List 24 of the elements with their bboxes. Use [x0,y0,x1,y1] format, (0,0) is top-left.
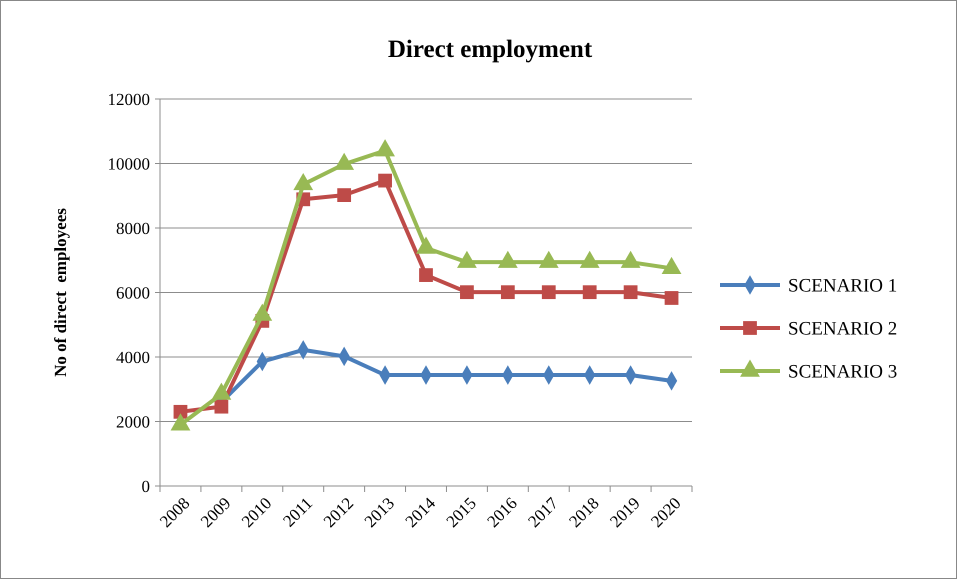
point [375,139,395,156]
chart-title: Direct employment [388,36,593,63]
point [542,285,556,300]
point [214,400,228,414]
y-tick-label: 10000 [108,154,150,174]
point [582,285,597,300]
point [419,268,433,282]
y-tick-label: 0 [142,476,150,496]
point [174,404,188,419]
y-tick-label: 12000 [108,90,150,109]
point [416,236,436,254]
y-tick-label: 4000 [116,348,150,367]
legend-label: SCENARIO 3 [788,362,898,383]
legend-label: SCENARIO 1 [788,276,898,297]
point [664,291,678,305]
y-tick-label: 6000 [116,283,150,302]
point [624,285,638,300]
point [500,285,515,300]
y-axis-title: No of direct employees [51,208,70,377]
point [293,173,314,190]
legend-label: SCENARIO 2 [788,318,898,340]
y-tick-label: 8000 [116,218,150,238]
y-tick-label: 2000 [116,412,150,432]
point [460,285,474,300]
